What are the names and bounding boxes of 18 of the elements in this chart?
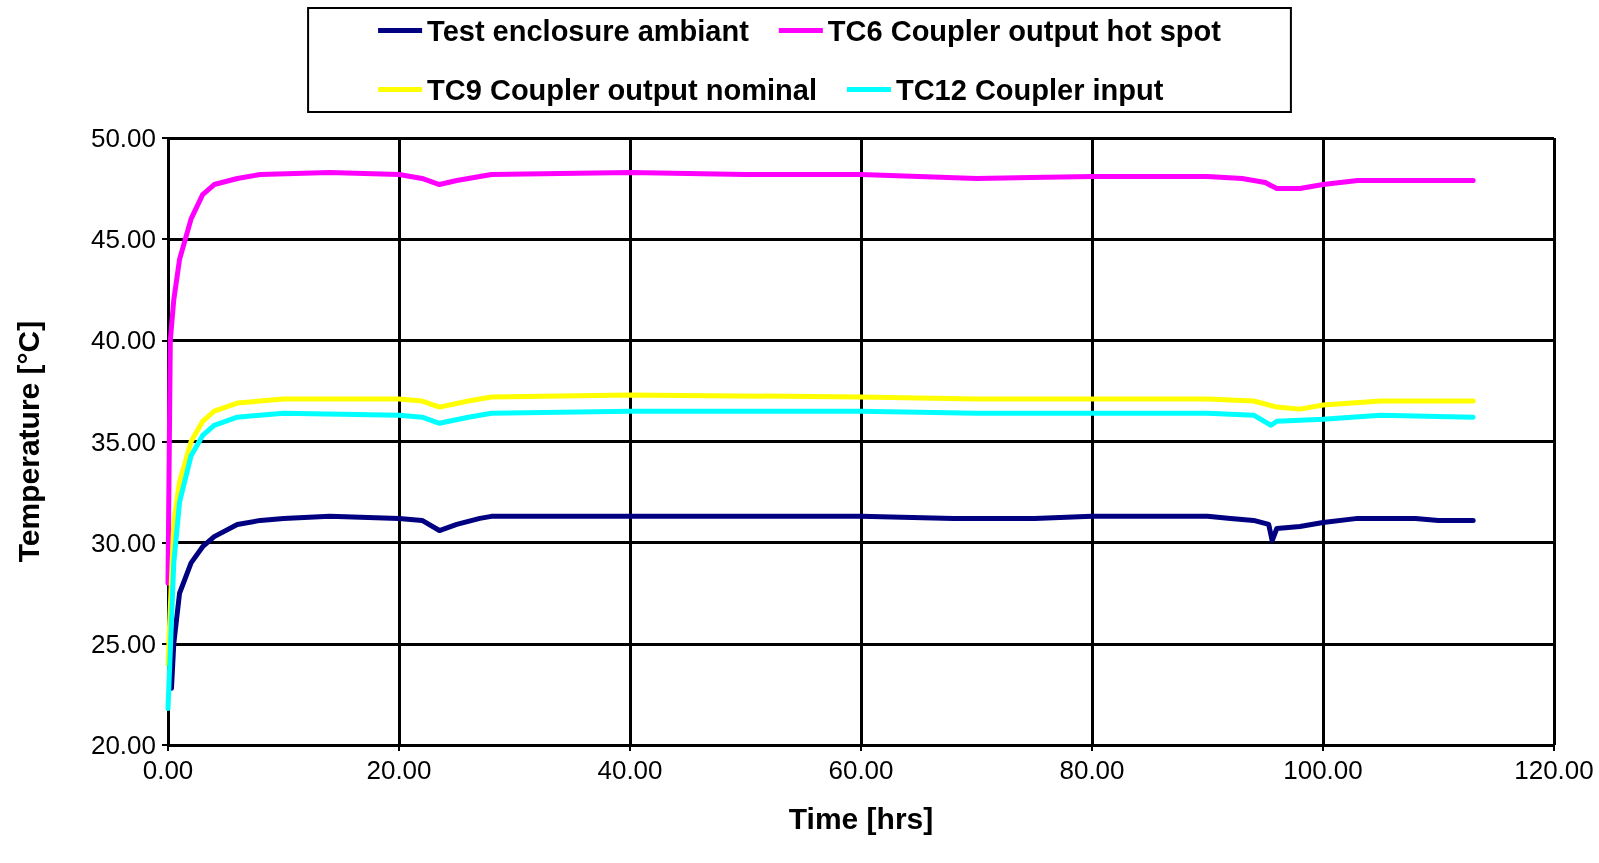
- x-tick-label: 20.00: [366, 755, 432, 785]
- x-axis-title: Time [hrs]: [788, 801, 934, 835]
- legend-label: Test enclosure ambiant: [427, 14, 750, 47]
- y-tick-label: 45.00: [90, 224, 156, 255]
- y-tick-label: 50.00: [90, 123, 156, 153]
- x-tick-label: 60.00: [828, 755, 894, 785]
- x-tick-label: 40.00: [597, 755, 663, 785]
- y-tick-label: 40.00: [90, 325, 156, 356]
- y-axis-title: Temperature [°C]: [11, 320, 45, 563]
- x-tick-label: 100.00: [1283, 755, 1363, 785]
- y-tick-label: 30.00: [90, 527, 156, 558]
- y-tick-label: 35.00: [90, 426, 156, 457]
- x-tick-label: 120.00: [1514, 755, 1594, 785]
- legend-label: TC9 Coupler output nominal: [427, 73, 817, 106]
- x-tick-label: 80.00: [1059, 755, 1125, 785]
- legend-label: TC12 Coupler input: [895, 73, 1164, 106]
- y-tick-label: 25.00: [90, 628, 156, 659]
- legend-label: TC6 Coupler output hot spot: [827, 14, 1222, 47]
